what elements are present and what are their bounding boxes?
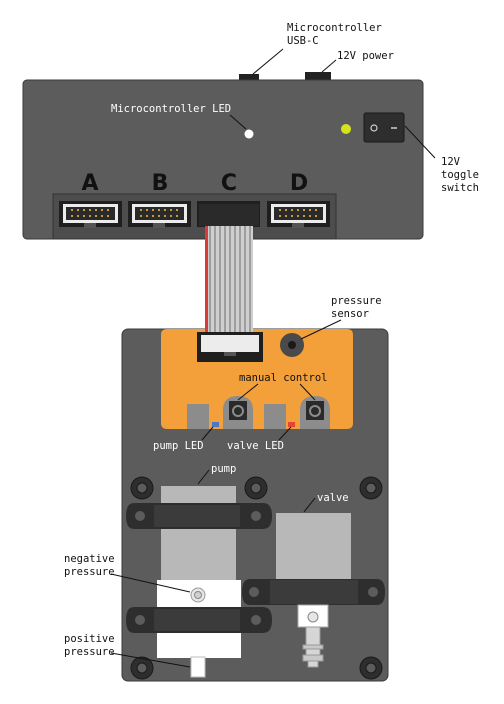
label-positive-pressure-line1: positive [64,633,115,645]
port-label-d: D [290,171,308,196]
label-toggle-line3: switch [441,182,479,194]
label-valve: valve [317,492,349,504]
port-a-connector [59,201,122,228]
control-box: A B C D [22,72,424,240]
label-toggle-line2: toggle [441,169,479,181]
port-label-c: C [221,171,237,196]
leader-lines [110,48,436,668]
port-d-connector [267,201,330,228]
label-usb-line1: Microcontroller [287,22,382,34]
valve-led [288,422,295,427]
indicator-led [341,124,351,134]
usb-c-port [239,74,259,81]
label-positive-pressure-line2: pressure [64,646,115,658]
label-negative-pressure-line1: negative [64,553,115,565]
toggle-switch[interactable] [363,112,405,143]
microcontroller-led [244,129,254,139]
port-b-connector [128,201,191,228]
pump-manual-button[interactable] [223,396,253,429]
port-label-b: B [152,171,169,196]
label-pressure-sensor-line1: pressure [331,295,382,307]
mounting-screws [130,476,383,680]
power-jack [305,72,331,81]
valve-manual-button[interactable] [300,396,330,429]
pump-led [212,422,219,427]
port-label-a: A [81,171,98,196]
positive-pressure-port [190,656,206,678]
valve-header-left [264,404,286,429]
ribbon-cable [197,204,263,362]
label-manual-control: manual control [239,372,328,384]
label-pump: pump [211,463,236,475]
label-toggle-line1: 12V [441,156,461,168]
label-power: 12V power [337,50,394,62]
pump-header-left [187,404,209,429]
label-negative-pressure-line2: pressure [64,566,115,578]
valve [242,513,385,668]
label-mc-led: Microcontroller LED [111,103,231,115]
label-pump-led: pump LED [153,440,204,452]
label-valve-led: valve LED [227,440,284,452]
label-pressure-sensor-line2: sensor [331,308,369,320]
pump [126,486,272,678]
label-usb-line2: USB-C [287,35,319,47]
